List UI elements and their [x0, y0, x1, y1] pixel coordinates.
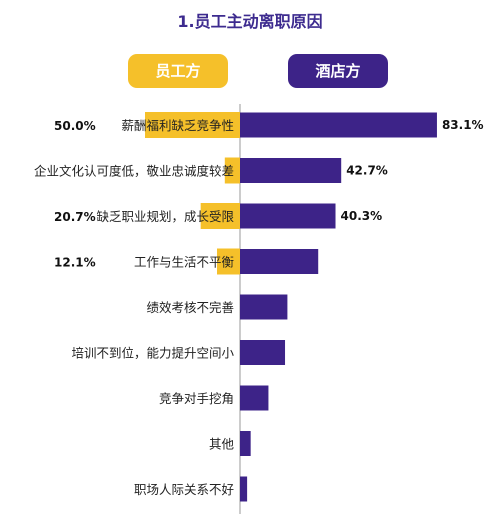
value-label-employee-3: 12.1% [54, 256, 96, 270]
bar-employee-1 [224, 157, 240, 184]
bar-hotel-3 [240, 249, 319, 274]
category-label-0: 薪酬福利缺乏竞争性 [121, 118, 234, 133]
bar-hotel-6 [240, 385, 269, 411]
value-label-hotel-1: 42.7% [346, 164, 388, 178]
value-label-employee-2: 20.7% [54, 210, 96, 224]
legend-hotel: 酒店方 [288, 54, 388, 88]
category-label-5: 培训不到位，能力提升空间小 [71, 346, 234, 361]
bar-hotel-1 [240, 158, 342, 183]
category-label-1: 企业文化认可度低，敬业忠诚度较差 [34, 164, 234, 179]
bar-hotel-7 [240, 431, 251, 456]
chart-title: 1.员工主动离职原因 [177, 12, 323, 31]
bar-employee-0 [145, 112, 240, 138]
bar-hotel-2 [240, 203, 336, 229]
bar-hotel-8 [240, 476, 248, 502]
category-label-4: 绩效考核不完善 [146, 300, 234, 315]
bar-hotel-5 [240, 340, 286, 365]
value-label-hotel-0: 83.1% [442, 118, 484, 132]
bar-hotel-4 [240, 294, 288, 320]
value-label-employee-0: 50.0% [54, 119, 96, 133]
category-label-6: 竞争对手挖角 [159, 391, 234, 406]
legend-employee: 员工方 [128, 54, 228, 88]
bar-employee-2 [200, 203, 240, 229]
category-label-3: 工作与生活不平衡 [134, 255, 234, 270]
category-label-8: 职场人际关系不好 [134, 482, 234, 497]
bar-hotel-0 [240, 112, 437, 138]
value-label-hotel-2: 40.3% [341, 209, 383, 223]
category-label-7: 其他 [209, 437, 235, 452]
category-label-2: 缺乏职业规划，成长受限 [96, 209, 234, 224]
bar-employee-3 [217, 248, 240, 275]
